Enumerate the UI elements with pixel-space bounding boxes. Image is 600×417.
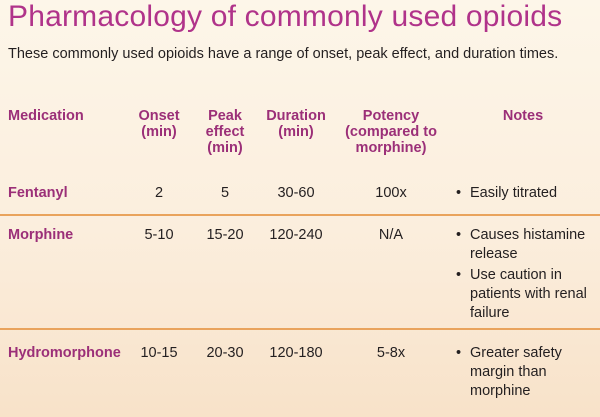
cell-onset: 5-10: [144, 227, 174, 243]
row-divider: [0, 214, 600, 216]
header-onset: Onset (min): [138, 108, 180, 140]
note-item: Easily titrated: [456, 184, 596, 203]
cell-duration: 120-180: [269, 345, 323, 361]
header-potency: Potency (compared to morphine): [345, 108, 437, 156]
note-item: Causes histamine release: [456, 226, 596, 264]
cell-medication: Hydromorphone: [8, 345, 121, 361]
cell-potency: 5-8x: [376, 345, 406, 361]
cell-duration: 30-60: [277, 185, 315, 201]
cell-peak: 15-20: [206, 227, 244, 243]
note-item: Greater safety margin than morphine: [456, 344, 596, 401]
header-duration: Duration (min): [266, 108, 326, 140]
cell-medication: Morphine: [8, 227, 74, 243]
cell-duration: 120-240: [269, 227, 323, 243]
cell-potency: 100x: [375, 185, 407, 201]
header-medication: Medication: [8, 108, 84, 124]
cell-notes: Greater safety margin than morphine: [456, 344, 596, 403]
cell-notes: Easily titrated: [456, 184, 596, 205]
cell-onset: 2: [154, 185, 164, 201]
cell-notes: Causes histamine release Use caution in …: [456, 226, 596, 325]
cell-medication: Fentanyl: [8, 185, 68, 201]
note-item: Use caution in patients with renal failu…: [456, 266, 596, 323]
page-title: Pharmacology of commonly used opioids: [8, 0, 563, 33]
header-notes: Notes: [502, 108, 544, 124]
intro-text: These commonly used opioids have a range…: [8, 46, 559, 62]
header-peak-effect: Peak effect (min): [205, 108, 245, 156]
cell-onset: 10-15: [140, 345, 178, 361]
cell-peak: 5: [220, 185, 230, 201]
cell-peak: 20-30: [206, 345, 244, 361]
cell-potency: N/A: [378, 227, 404, 243]
row-divider: [0, 328, 600, 330]
